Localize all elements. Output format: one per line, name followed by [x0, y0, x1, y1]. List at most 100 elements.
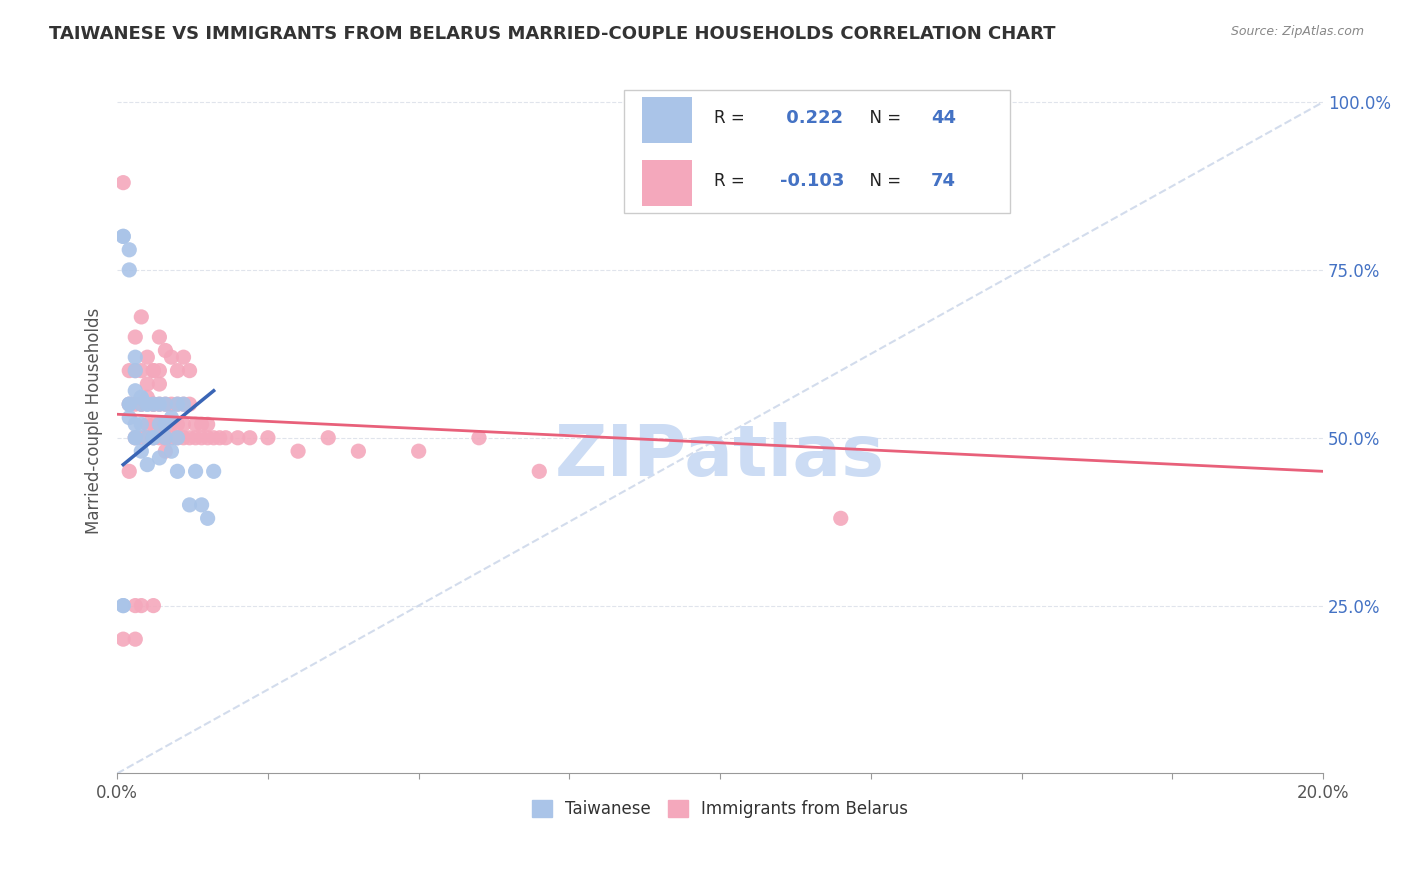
Point — [160, 397, 183, 411]
FancyBboxPatch shape — [641, 96, 692, 143]
Point — [148, 377, 170, 392]
Point — [124, 431, 146, 445]
Point — [160, 431, 183, 445]
Point — [155, 417, 177, 432]
Point — [197, 511, 219, 525]
Point — [173, 350, 195, 364]
Point — [190, 498, 212, 512]
Point — [118, 263, 141, 277]
Point — [124, 417, 146, 432]
Point — [112, 229, 135, 244]
Point — [131, 599, 153, 613]
Point — [131, 310, 153, 324]
Point — [131, 391, 153, 405]
Point — [257, 431, 280, 445]
Point — [148, 397, 170, 411]
Point — [148, 330, 170, 344]
Point — [160, 417, 183, 432]
Point — [136, 431, 159, 445]
FancyBboxPatch shape — [624, 90, 1010, 213]
Point — [215, 431, 238, 445]
Point — [155, 343, 177, 358]
Text: TAIWANESE VS IMMIGRANTS FROM BELARUS MARRIED-COUPLE HOUSEHOLDS CORRELATION CHART: TAIWANESE VS IMMIGRANTS FROM BELARUS MAR… — [49, 25, 1056, 43]
Point — [184, 464, 207, 478]
Y-axis label: Married-couple Households: Married-couple Households — [86, 308, 103, 534]
Point — [142, 431, 165, 445]
Point — [190, 417, 212, 432]
Point — [173, 397, 195, 411]
Point — [131, 431, 153, 445]
Point — [142, 397, 165, 411]
Point — [166, 464, 188, 478]
Point — [118, 397, 141, 411]
Text: Source: ZipAtlas.com: Source: ZipAtlas.com — [1230, 25, 1364, 38]
Point — [131, 391, 153, 405]
Point — [155, 417, 177, 432]
Point — [124, 397, 146, 411]
Point — [131, 397, 153, 411]
Point — [142, 417, 165, 432]
Text: R =: R = — [714, 172, 751, 190]
Text: N =: N = — [859, 109, 907, 127]
Point — [124, 431, 146, 445]
Point — [173, 417, 195, 432]
Point — [131, 363, 153, 377]
Point — [118, 410, 141, 425]
Point — [166, 431, 188, 445]
Point — [124, 599, 146, 613]
Point — [131, 417, 153, 432]
Point — [136, 431, 159, 445]
Text: ZIPatlas: ZIPatlas — [555, 422, 886, 491]
Point — [112, 632, 135, 647]
Point — [112, 176, 135, 190]
Point — [131, 397, 153, 411]
Point — [112, 599, 135, 613]
Point — [148, 431, 170, 445]
Point — [197, 417, 219, 432]
Point — [208, 431, 231, 445]
Point — [155, 431, 177, 445]
Point — [124, 431, 146, 445]
Text: R =: R = — [714, 109, 751, 127]
Point — [142, 431, 165, 445]
Point — [136, 377, 159, 392]
Text: 0.222: 0.222 — [780, 109, 844, 127]
Point — [179, 363, 201, 377]
Point — [118, 363, 141, 377]
Point — [148, 417, 170, 432]
Point — [124, 632, 146, 647]
Point — [142, 363, 165, 377]
Point — [148, 397, 170, 411]
Point — [136, 350, 159, 364]
Point — [830, 511, 852, 525]
Point — [118, 397, 141, 411]
Point — [160, 410, 183, 425]
Point — [179, 397, 201, 411]
Point — [166, 431, 188, 445]
Point — [347, 444, 370, 458]
Point — [148, 450, 170, 465]
Point — [136, 391, 159, 405]
Text: N =: N = — [859, 172, 907, 190]
Point — [190, 431, 212, 445]
Point — [118, 397, 141, 411]
Point — [173, 431, 195, 445]
Point — [142, 599, 165, 613]
Point — [160, 444, 183, 458]
Point — [136, 417, 159, 432]
Point — [179, 498, 201, 512]
Text: -0.103: -0.103 — [780, 172, 845, 190]
Point — [287, 444, 309, 458]
Point — [173, 397, 195, 411]
Point — [529, 464, 551, 478]
Point — [184, 417, 207, 432]
Point — [148, 417, 170, 432]
Point — [136, 397, 159, 411]
FancyBboxPatch shape — [641, 161, 692, 206]
Point — [131, 444, 153, 458]
Point — [408, 444, 430, 458]
Point — [124, 330, 146, 344]
Point — [124, 384, 146, 398]
Point — [142, 397, 165, 411]
Point — [142, 431, 165, 445]
